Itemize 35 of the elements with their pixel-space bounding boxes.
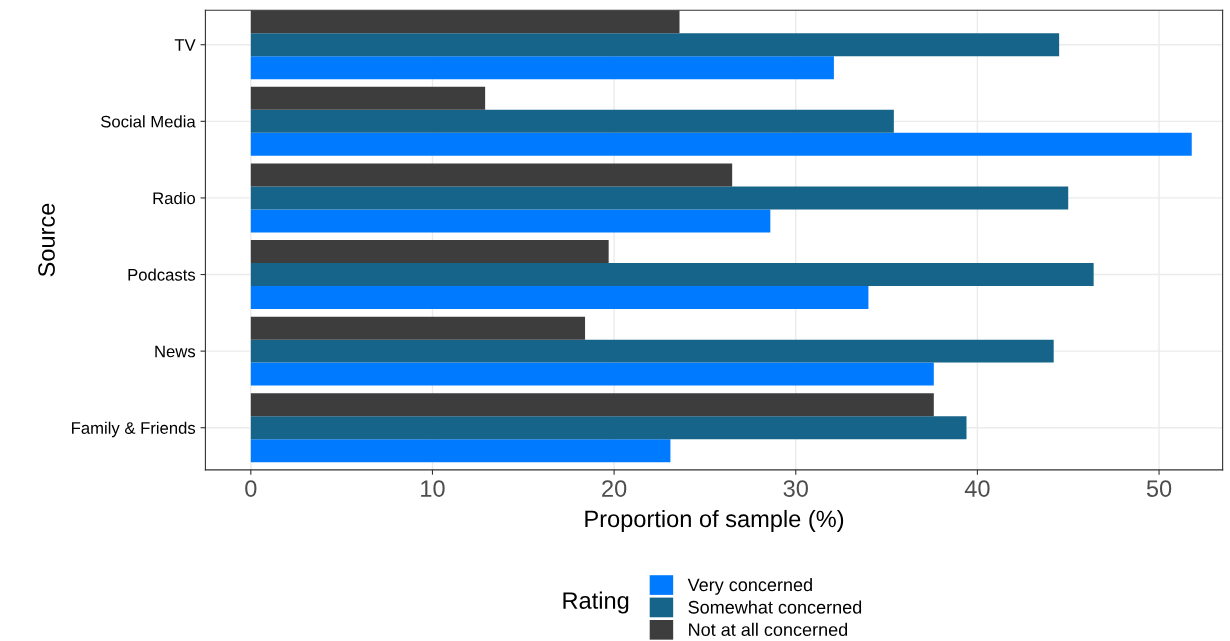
bar xyxy=(250,163,733,187)
y-tick-label: News xyxy=(155,345,196,358)
bar xyxy=(250,186,1069,210)
bar xyxy=(250,362,934,386)
y-tick-label: Family & Friends xyxy=(72,421,196,438)
bar xyxy=(250,316,586,340)
x-tick-label: 0 xyxy=(245,480,257,497)
bar xyxy=(250,393,934,417)
bar xyxy=(250,209,771,233)
x-axis-title: Proportion of sample (%) xyxy=(585,509,844,532)
y-tick-label: Social Media xyxy=(101,115,196,128)
bar xyxy=(250,339,1054,363)
legend-label: Very concerned xyxy=(687,578,812,595)
bar xyxy=(250,263,1094,287)
bar xyxy=(250,56,834,80)
x-tick-label: 50 xyxy=(1146,480,1172,497)
legend-title: Rating xyxy=(563,591,629,614)
x-tick-label: 40 xyxy=(964,480,990,497)
y-axis-title: Source xyxy=(38,203,55,277)
legend-label: Somewhat concerned xyxy=(688,600,862,614)
x-tick-label: 10 xyxy=(421,480,445,497)
bar xyxy=(250,416,967,440)
bar xyxy=(250,86,486,110)
y-tick-label: TV xyxy=(174,39,196,51)
bar xyxy=(250,240,609,264)
legend-label: Not at all concerned xyxy=(689,622,848,637)
x-tick-label: 30 xyxy=(783,480,808,497)
bar xyxy=(250,132,1192,156)
bar xyxy=(250,286,869,309)
bar xyxy=(250,439,671,463)
bar xyxy=(250,109,894,133)
y-tick-label: Podcasts xyxy=(128,268,196,281)
bar xyxy=(250,33,1060,57)
y-tick-label: Radio xyxy=(153,191,195,205)
x-tick-label: 20 xyxy=(602,480,627,497)
